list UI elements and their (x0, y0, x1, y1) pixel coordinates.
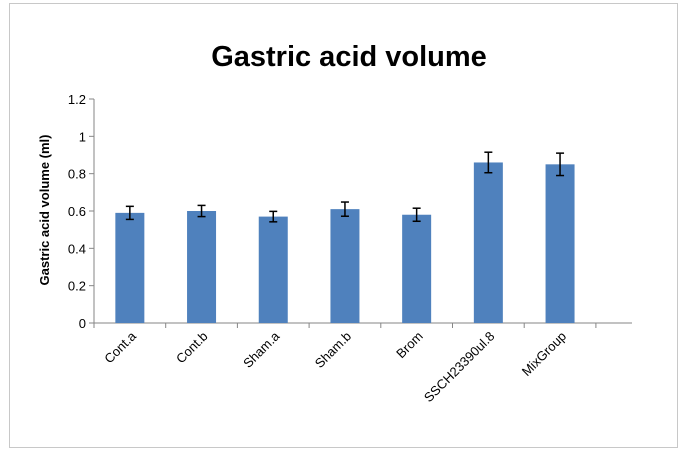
bar (330, 209, 360, 323)
y-tick-label: 0.4 (68, 241, 86, 256)
y-tick-label: 0.6 (68, 204, 86, 219)
chart-title: Gastric acid volume (211, 41, 487, 73)
x-tick-label: SSCH23390ul.8 (421, 329, 498, 406)
x-tick-label: Cont.a (101, 328, 139, 366)
bars-group (115, 151, 575, 323)
bar (187, 211, 217, 323)
y-tick-label: 0 (79, 316, 86, 331)
x-tick-label: Brom (393, 329, 426, 362)
bar (402, 214, 432, 323)
x-tick-label: Sham.a (240, 328, 283, 371)
bar (545, 164, 575, 323)
y-tick-label: 1.2 (68, 92, 86, 107)
y-tick-label: 1 (79, 129, 86, 144)
axes: 0 0.2 0.4 0.6 0.8 1 1.2 (68, 92, 632, 331)
bar (258, 216, 288, 323)
x-tick-label: Cont.b (173, 329, 211, 367)
bar (115, 212, 145, 323)
y-axis-label: Gastric acid volume (ml) (37, 135, 52, 286)
x-tick-label: Sham.b (312, 329, 354, 371)
bar (473, 162, 503, 323)
y-tick-label: 0.2 (68, 279, 86, 294)
y-tick-label: 0.8 (68, 167, 86, 182)
x-tick-label: MixGroup (519, 329, 569, 379)
x-tick-labels: Cont.a Cont.b Sham.a Sham.b BromSSCH23390ul.… (101, 328, 569, 405)
